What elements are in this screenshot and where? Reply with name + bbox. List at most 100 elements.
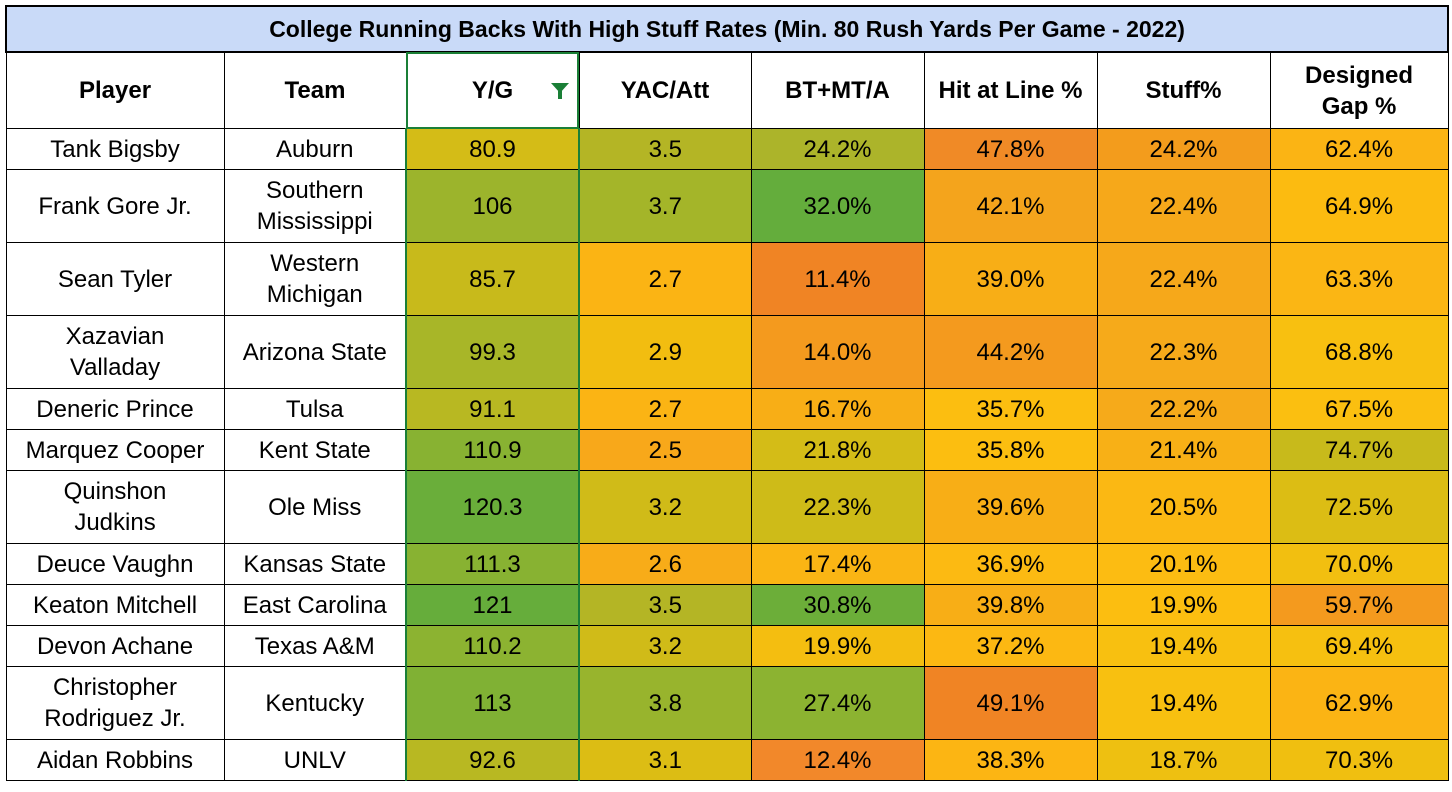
column-header-team[interactable]: Team bbox=[223, 51, 407, 129]
player-cell[interactable]: Keaton Mitchell bbox=[5, 584, 225, 626]
yg-cell[interactable]: 110.9 bbox=[405, 429, 580, 471]
designed-gap-cell[interactable]: 74.7% bbox=[1269, 429, 1449, 471]
column-header-player[interactable]: Player bbox=[5, 51, 225, 129]
stuff-cell[interactable]: 18.7% bbox=[1096, 739, 1271, 781]
stuff-cell[interactable]: 20.1% bbox=[1096, 543, 1271, 585]
yac-att-cell[interactable]: 2.9 bbox=[578, 315, 752, 389]
btmt-a-cell[interactable]: 30.8% bbox=[750, 584, 925, 626]
stuff-cell[interactable]: 24.2% bbox=[1096, 128, 1271, 170]
yac-att-cell[interactable]: 3.2 bbox=[578, 625, 752, 667]
hit-at-line-cell[interactable]: 35.7% bbox=[923, 388, 1098, 430]
column-header-hit-at-line[interactable]: Hit at Line % bbox=[923, 51, 1098, 129]
team-cell[interactable]: Tulsa bbox=[223, 388, 407, 430]
table-title[interactable]: College Running Backs With High Stuff Ra… bbox=[4, 5, 1450, 53]
stuff-cell[interactable]: 22.2% bbox=[1096, 388, 1271, 430]
designed-gap-cell[interactable]: 69.4% bbox=[1269, 625, 1449, 667]
yg-cell[interactable]: 106 bbox=[405, 169, 580, 243]
stuff-cell[interactable]: 22.4% bbox=[1096, 242, 1271, 316]
yac-att-cell[interactable]: 3.7 bbox=[578, 169, 752, 243]
yg-cell[interactable]: 80.9 bbox=[405, 128, 580, 170]
yac-att-cell[interactable]: 3.5 bbox=[578, 128, 752, 170]
yac-att-cell[interactable]: 2.7 bbox=[578, 242, 752, 316]
hit-at-line-cell[interactable]: 38.3% bbox=[923, 739, 1098, 781]
yg-cell[interactable]: 120.3 bbox=[405, 470, 580, 544]
yac-att-cell[interactable]: 3.8 bbox=[578, 666, 752, 740]
btmt-a-cell[interactable]: 22.3% bbox=[750, 470, 925, 544]
hit-at-line-cell[interactable]: 44.2% bbox=[923, 315, 1098, 389]
designed-gap-cell[interactable]: 62.4% bbox=[1269, 128, 1449, 170]
yg-cell[interactable]: 92.6 bbox=[405, 739, 580, 781]
designed-gap-cell[interactable]: 59.7% bbox=[1269, 584, 1449, 626]
hit-at-line-cell[interactable]: 47.8% bbox=[923, 128, 1098, 170]
hit-at-line-cell[interactable]: 39.0% bbox=[923, 242, 1098, 316]
designed-gap-cell[interactable]: 72.5% bbox=[1269, 470, 1449, 544]
team-cell[interactable]: Auburn bbox=[223, 128, 407, 170]
yg-cell[interactable]: 85.7 bbox=[405, 242, 580, 316]
designed-gap-cell[interactable]: 68.8% bbox=[1269, 315, 1449, 389]
btmt-a-cell[interactable]: 12.4% bbox=[750, 739, 925, 781]
filter-funnel-icon[interactable] bbox=[550, 83, 569, 99]
team-cell[interactable]: Arizona State bbox=[223, 315, 407, 389]
stuff-cell[interactable]: 19.4% bbox=[1096, 625, 1271, 667]
column-header-stuff[interactable]: Stuff% bbox=[1096, 51, 1271, 129]
player-cell[interactable]: Christopher Rodriguez Jr. bbox=[5, 666, 225, 740]
player-cell[interactable]: Frank Gore Jr. bbox=[5, 169, 225, 243]
stuff-cell[interactable]: 22.3% bbox=[1096, 315, 1271, 389]
yac-att-cell[interactable]: 2.6 bbox=[578, 543, 752, 585]
stuff-cell[interactable]: 19.4% bbox=[1096, 666, 1271, 740]
hit-at-line-cell[interactable]: 36.9% bbox=[923, 543, 1098, 585]
designed-gap-cell[interactable]: 63.3% bbox=[1269, 242, 1449, 316]
btmt-a-cell[interactable]: 17.4% bbox=[750, 543, 925, 585]
hit-at-line-cell[interactable]: 42.1% bbox=[923, 169, 1098, 243]
team-cell[interactable]: Western Michigan bbox=[223, 242, 407, 316]
yac-att-cell[interactable]: 2.5 bbox=[578, 429, 752, 471]
btmt-a-cell[interactable]: 27.4% bbox=[750, 666, 925, 740]
team-cell[interactable]: Kent State bbox=[223, 429, 407, 471]
team-cell[interactable]: Ole Miss bbox=[223, 470, 407, 544]
stuff-cell[interactable]: 19.9% bbox=[1096, 584, 1271, 626]
btmt-a-cell[interactable]: 16.7% bbox=[750, 388, 925, 430]
btmt-a-cell[interactable]: 21.8% bbox=[750, 429, 925, 471]
btmt-a-cell[interactable]: 11.4% bbox=[750, 242, 925, 316]
hit-at-line-cell[interactable]: 39.6% bbox=[923, 470, 1098, 544]
player-cell[interactable]: Quinshon Judkins bbox=[5, 470, 225, 544]
hit-at-line-cell[interactable]: 49.1% bbox=[923, 666, 1098, 740]
hit-at-line-cell[interactable]: 37.2% bbox=[923, 625, 1098, 667]
player-cell[interactable]: Deuce Vaughn bbox=[5, 543, 225, 585]
team-cell[interactable]: Kentucky bbox=[223, 666, 407, 740]
yac-att-cell[interactable]: 3.5 bbox=[578, 584, 752, 626]
yac-att-cell[interactable]: 2.7 bbox=[578, 388, 752, 430]
team-cell[interactable]: East Carolina bbox=[223, 584, 407, 626]
player-cell[interactable]: Deneric Prince bbox=[5, 388, 225, 430]
btmt-a-cell[interactable]: 14.0% bbox=[750, 315, 925, 389]
player-cell[interactable]: Xazavian Valladay bbox=[5, 315, 225, 389]
designed-gap-cell[interactable]: 64.9% bbox=[1269, 169, 1449, 243]
designed-gap-cell[interactable]: 70.0% bbox=[1269, 543, 1449, 585]
yac-att-cell[interactable]: 3.1 bbox=[578, 739, 752, 781]
designed-gap-cell[interactable]: 67.5% bbox=[1269, 388, 1449, 430]
stuff-cell[interactable]: 21.4% bbox=[1096, 429, 1271, 471]
designed-gap-cell[interactable]: 62.9% bbox=[1269, 666, 1449, 740]
yg-cell[interactable]: 110.2 bbox=[405, 625, 580, 667]
btmt-a-cell[interactable]: 19.9% bbox=[750, 625, 925, 667]
yg-cell[interactable]: 111.3 bbox=[405, 543, 580, 585]
player-cell[interactable]: Tank Bigsby bbox=[5, 128, 225, 170]
btmt-a-cell[interactable]: 32.0% bbox=[750, 169, 925, 243]
stuff-cell[interactable]: 22.4% bbox=[1096, 169, 1271, 243]
player-cell[interactable]: Devon Achane bbox=[5, 625, 225, 667]
yac-att-cell[interactable]: 3.2 bbox=[578, 470, 752, 544]
hit-at-line-cell[interactable]: 35.8% bbox=[923, 429, 1098, 471]
yg-cell[interactable]: 113 bbox=[405, 666, 580, 740]
player-cell[interactable]: Marquez Cooper bbox=[5, 429, 225, 471]
yg-cell[interactable]: 99.3 bbox=[405, 315, 580, 389]
yg-cell[interactable]: 91.1 bbox=[405, 388, 580, 430]
hit-at-line-cell[interactable]: 39.8% bbox=[923, 584, 1098, 626]
column-header-designed-gap[interactable]: Designed Gap % bbox=[1269, 51, 1449, 129]
yg-cell[interactable]: 121 bbox=[405, 584, 580, 626]
column-header-yac-att[interactable]: YAC/Att bbox=[578, 51, 752, 129]
team-cell[interactable]: Kansas State bbox=[223, 543, 407, 585]
designed-gap-cell[interactable]: 70.3% bbox=[1269, 739, 1449, 781]
player-cell[interactable]: Aidan Robbins bbox=[5, 739, 225, 781]
column-header-btmt-a[interactable]: BT+MT/A bbox=[750, 51, 925, 129]
team-cell[interactable]: UNLV bbox=[223, 739, 407, 781]
